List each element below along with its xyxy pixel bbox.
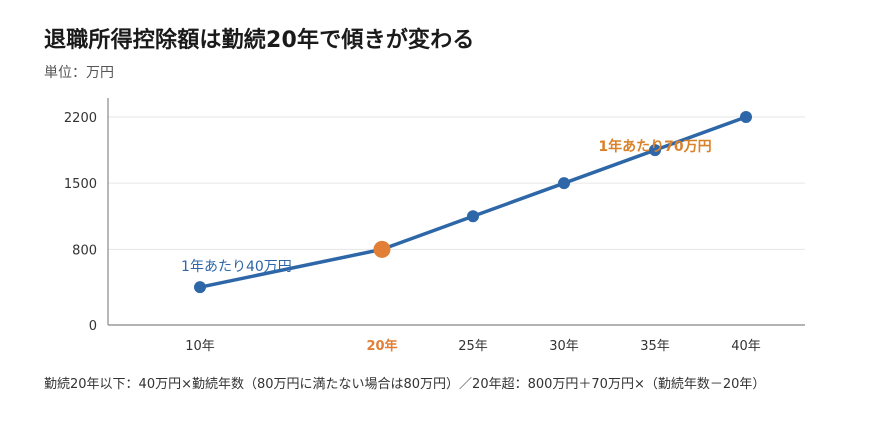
data-point (558, 177, 570, 190)
data-point (649, 144, 661, 157)
data-point (740, 111, 752, 123)
x-tick-label: 35年 (640, 339, 670, 354)
data-points (194, 111, 752, 294)
y-tick-label: 800 (72, 243, 97, 258)
grid-lines (108, 116, 805, 250)
data-point (467, 210, 479, 223)
highlight-point (373, 240, 391, 258)
y-tick-label: 1500 (64, 177, 97, 192)
x-tick-label: 30年 (549, 339, 579, 354)
x-tick-label: 40年 (731, 339, 761, 354)
series-line (198, 115, 748, 289)
formula-footnote: 勤続20年以下：40万円×勤続年数（80万円に満たない場合は80万円）／20年超… (44, 377, 766, 392)
y-tick-label: 0 (89, 319, 97, 334)
x-tick-label: 25年 (458, 339, 488, 354)
data-point (194, 281, 206, 294)
x-tick-label: 10年 (185, 339, 215, 354)
y-tick-label: 2200 (64, 111, 97, 126)
annotations: 1年あたり40万円 1年あたり70万円 (181, 138, 712, 275)
x-tick-labels: 10年 20年 25年 30年 35年 40年 (185, 338, 761, 354)
axes (107, 98, 805, 326)
x-tick-label: 20年 (366, 338, 397, 354)
unit-label: 単位：万円 (44, 65, 114, 81)
slope-annotation: 1年あたり70万円 (598, 138, 711, 155)
series-line-path (198, 115, 748, 289)
chart-title: 退職所得控除額は勤続20年で傾きが変わる (44, 28, 475, 53)
slope-annotation: 1年あたり40万円 (181, 259, 292, 275)
y-tick-labels: 0 800 1500 2200 (64, 111, 97, 334)
